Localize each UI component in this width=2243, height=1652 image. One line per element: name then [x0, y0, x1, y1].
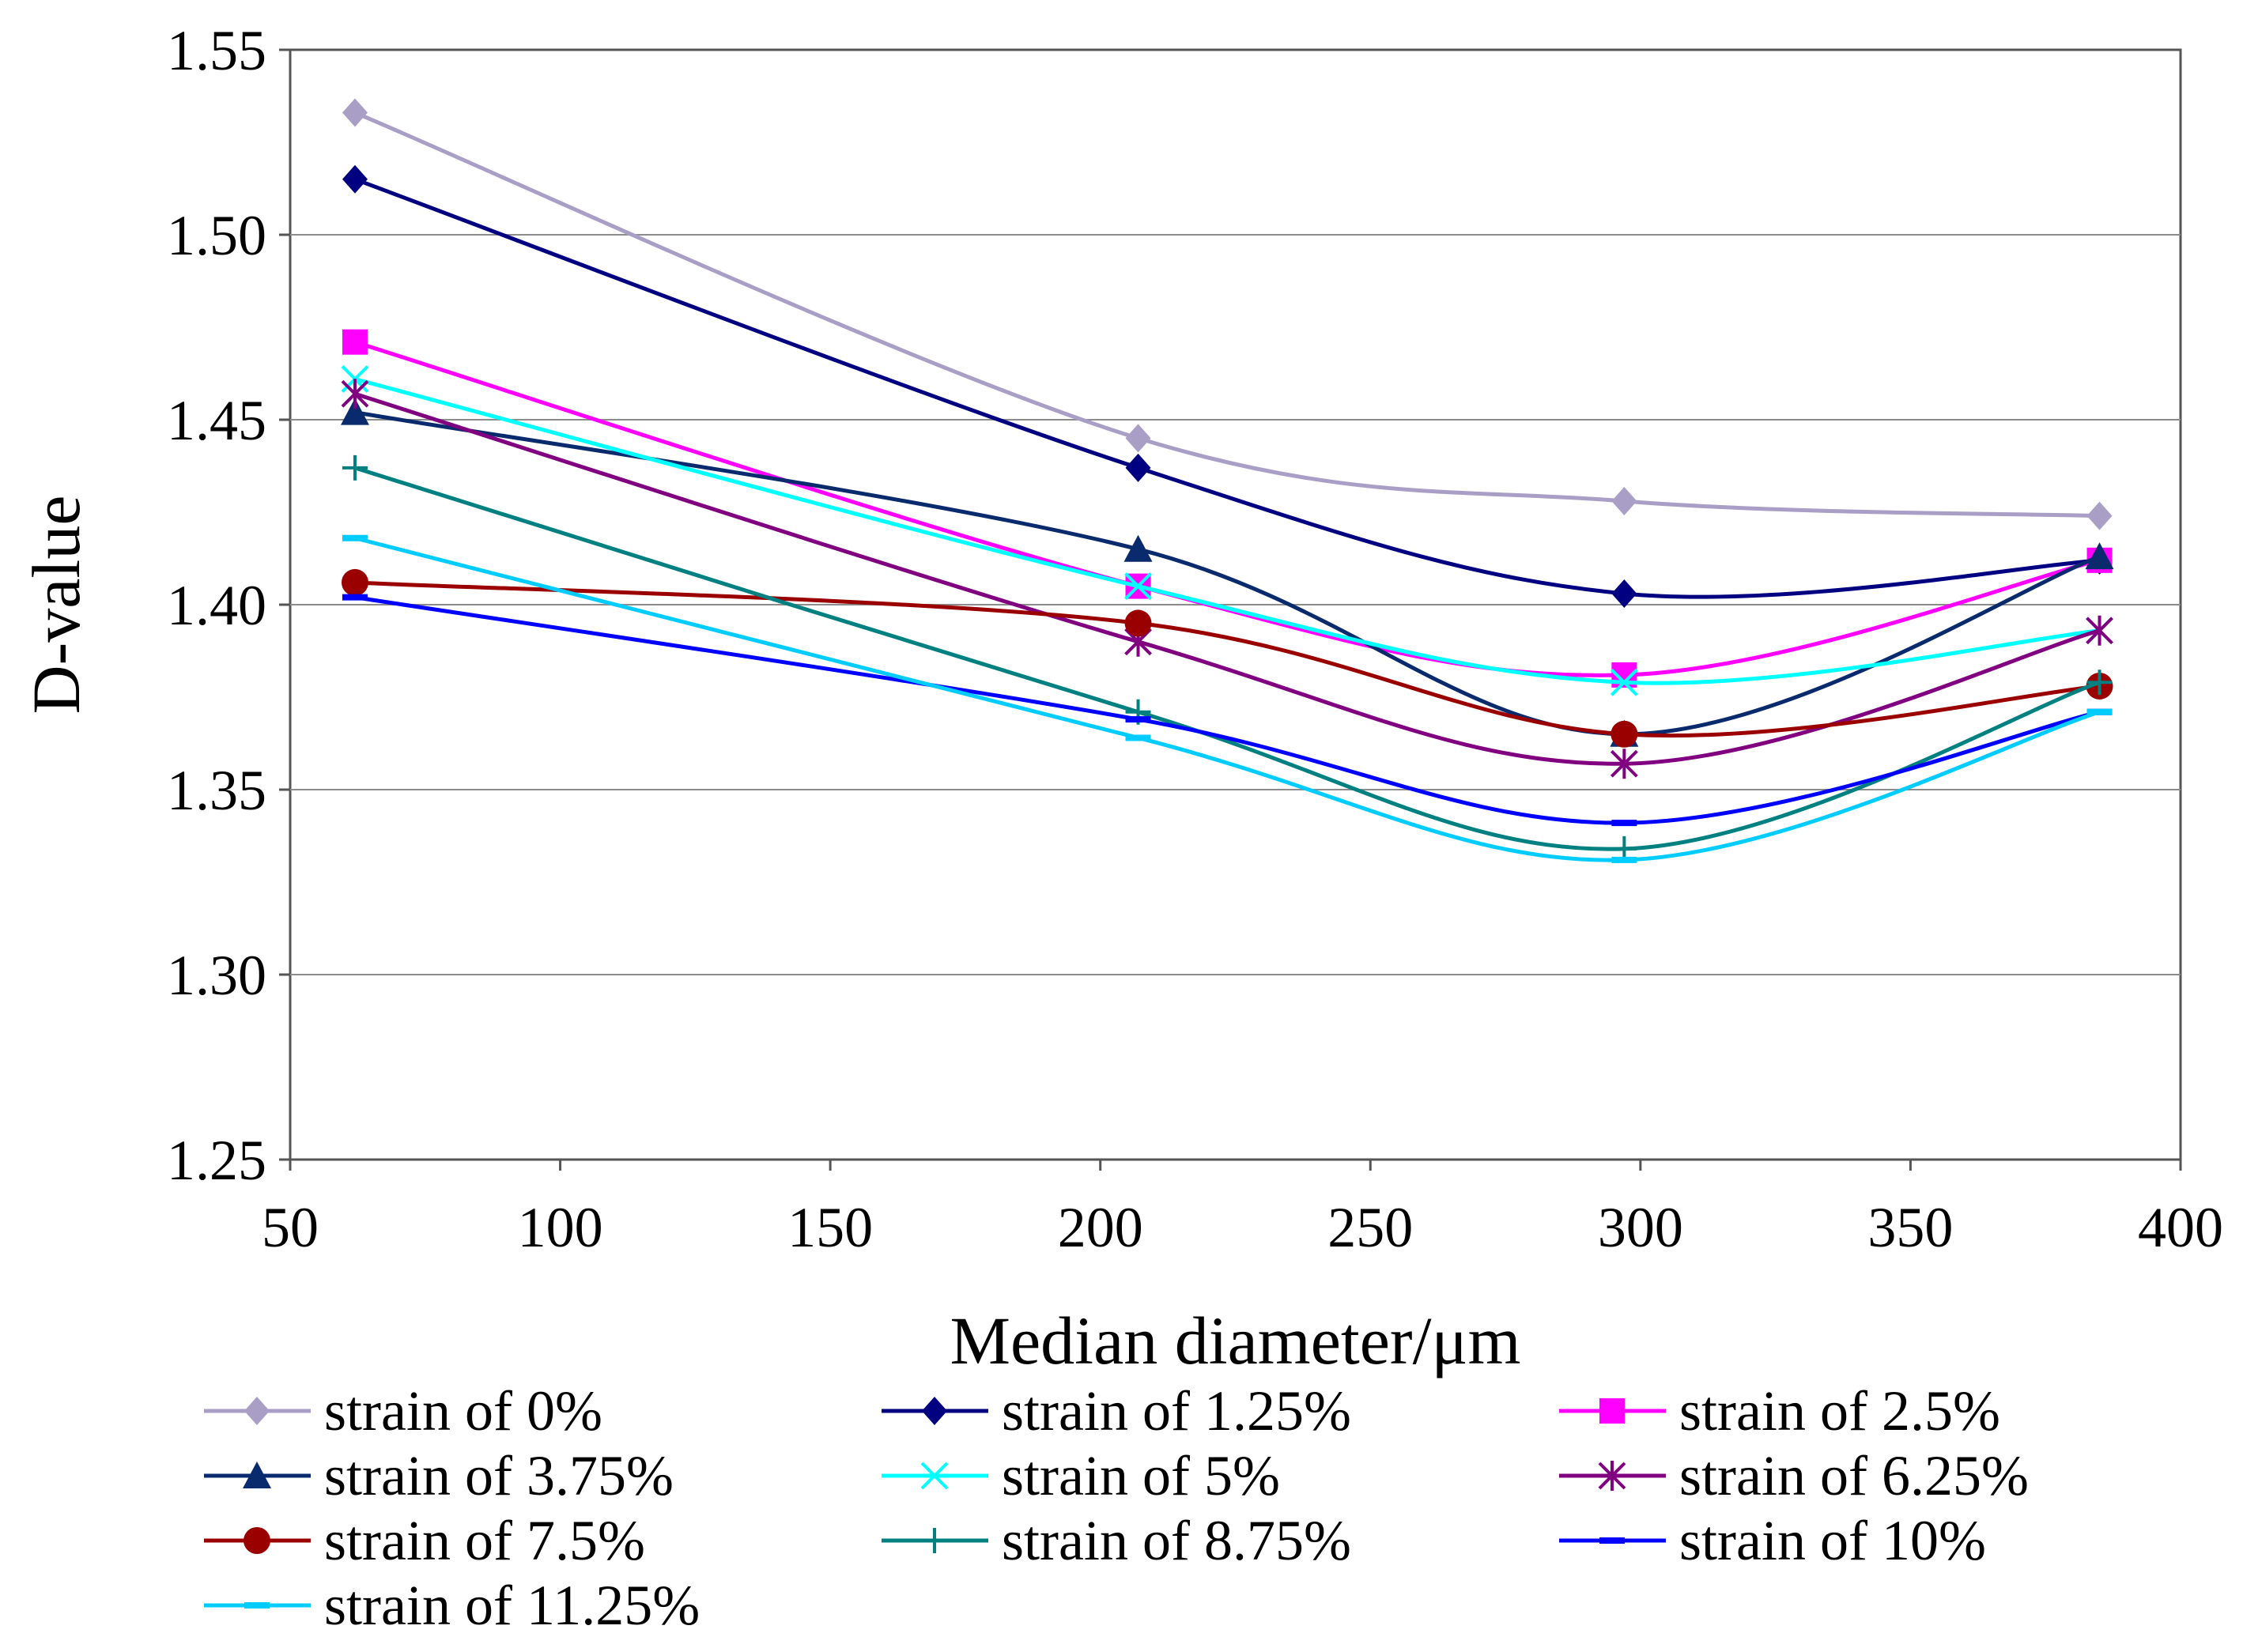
- data-point: [1611, 579, 1637, 608]
- series-line: [354, 466, 2101, 851]
- series-strain-of-11-25: [342, 534, 2113, 863]
- data-point: [1611, 486, 1637, 515]
- x-axis-title: Median diameter/μm: [950, 1303, 1521, 1379]
- data-point: [1125, 453, 1151, 482]
- series-line: [354, 536, 2101, 862]
- data-point: [2086, 615, 2113, 646]
- series-strain-of-6-25: [341, 379, 2113, 779]
- legend-item-strain-of-0: strain of 0%: [204, 1379, 602, 1443]
- x-tick-label: 200: [1058, 1196, 1143, 1259]
- data-point: [1124, 609, 1152, 637]
- legend-label: strain of 11.25%: [324, 1574, 700, 1637]
- legend-label: strain of 0%: [324, 1379, 602, 1443]
- legend: strain of 0% strain of 1.25% strain of 2.5…: [204, 1379, 2029, 1637]
- series-line: [354, 340, 2101, 677]
- data-point: [342, 594, 368, 601]
- legend-item-strain-of-3-75: strain of 3.75%: [204, 1444, 674, 1507]
- legend-label: strain of 6.25%: [1679, 1444, 2029, 1507]
- y-tick-label: 1.45: [167, 389, 266, 452]
- data-point: [342, 98, 368, 127]
- series-line: [354, 580, 2100, 738]
- y-tick-label: 1.55: [167, 19, 266, 82]
- x-tick-label: 150: [787, 1196, 873, 1259]
- series-line: [354, 595, 2101, 825]
- data-point: [341, 568, 368, 596]
- legend-marker: [922, 1397, 947, 1425]
- legend-label: strain of 8.75%: [1002, 1509, 1351, 1572]
- y-tick-label: 1.40: [167, 574, 266, 637]
- legend-marker: [243, 1462, 271, 1488]
- data-point: [1123, 534, 1153, 562]
- legend-marker: [1599, 1398, 1625, 1424]
- legend-item-strain-of-8-75: strain of 8.75%: [882, 1509, 1351, 1572]
- data-point: [1125, 424, 1151, 453]
- legend-marker: [922, 1528, 947, 1553]
- data-point: [2086, 501, 2113, 530]
- data-point: [341, 379, 369, 409]
- data-point: [340, 398, 369, 425]
- legend-label: strain of 2.5%: [1679, 1379, 2000, 1443]
- data-point: [1124, 572, 1152, 601]
- legend-item-strain-of-2-5: strain of 2.5%: [1559, 1379, 2000, 1443]
- axes: 1.25 1.30 1.35 1.40 1.45 1.50 1.55 50 100 150 200 2…: [167, 19, 2223, 1259]
- series-line: [354, 177, 2100, 599]
- series-layer: [340, 98, 2114, 863]
- legend-item-strain-of-11-25: strain of 11.25%: [204, 1574, 700, 1637]
- x-tick-label: 300: [1598, 1196, 1683, 1259]
- data-point: [2085, 542, 2114, 570]
- legend-item-strain-of-5: strain of 5%: [882, 1444, 1280, 1507]
- x-tick-label: 50: [262, 1196, 319, 1259]
- series-strain-of-7-5: [341, 568, 2113, 748]
- y-tick-label: 1.50: [167, 204, 266, 267]
- legend-label: strain of 5%: [1002, 1444, 1280, 1507]
- x-tick-label: 350: [1867, 1196, 1953, 1259]
- y-tick-label: 1.25: [167, 1129, 266, 1192]
- legend-marker: [244, 1397, 270, 1425]
- data-point: [1610, 749, 1638, 779]
- legend-label: strain of 7.5%: [324, 1509, 645, 1572]
- data-point: [1611, 720, 1638, 748]
- legend-label: strain of 3.75%: [324, 1444, 674, 1507]
- grid-lines: [290, 234, 2181, 975]
- legend-marker: [244, 1527, 270, 1554]
- data-point: [2086, 708, 2113, 715]
- legend-label: strain of 1.25%: [1002, 1379, 1351, 1443]
- y-tick-label: 1.30: [167, 944, 266, 1007]
- legend-item-strain-of-7-5: strain of 7.5%: [204, 1509, 645, 1572]
- series-line: [354, 377, 2100, 685]
- data-point: [1125, 734, 1151, 741]
- data-point: [342, 534, 368, 541]
- data-point: [1610, 668, 1638, 696]
- legend-item-strain-of-10: strain of 10%: [1559, 1509, 1986, 1572]
- data-point: [1611, 820, 1637, 827]
- series-line: [354, 111, 2100, 519]
- data-point: [1611, 856, 1637, 863]
- data-point: [1125, 716, 1151, 723]
- legend-item-strain-of-6-25: strain of 6.25%: [1559, 1444, 2029, 1507]
- data-point: [342, 164, 368, 194]
- x-tick-label: 100: [518, 1196, 603, 1259]
- series-strain-of-0: [342, 98, 2113, 530]
- legend-item-strain-of-1-25: strain of 1.25%: [882, 1379, 1351, 1443]
- y-tick-label: 1.35: [167, 759, 266, 822]
- legend-label: strain of 10%: [1679, 1509, 1986, 1572]
- legend-marker: [1598, 1461, 1626, 1491]
- legend-marker: [1599, 1537, 1625, 1544]
- legend-marker: [920, 1462, 949, 1490]
- legend-marker: [244, 1602, 270, 1609]
- x-tick-label: 250: [1327, 1196, 1413, 1259]
- data-point: [2086, 669, 2113, 696]
- data-point: [342, 454, 368, 481]
- x-tick-label: 400: [2138, 1196, 2223, 1259]
- y-axis-title: D-value: [18, 496, 94, 715]
- data-point: [342, 329, 368, 355]
- series-line: [354, 391, 2101, 766]
